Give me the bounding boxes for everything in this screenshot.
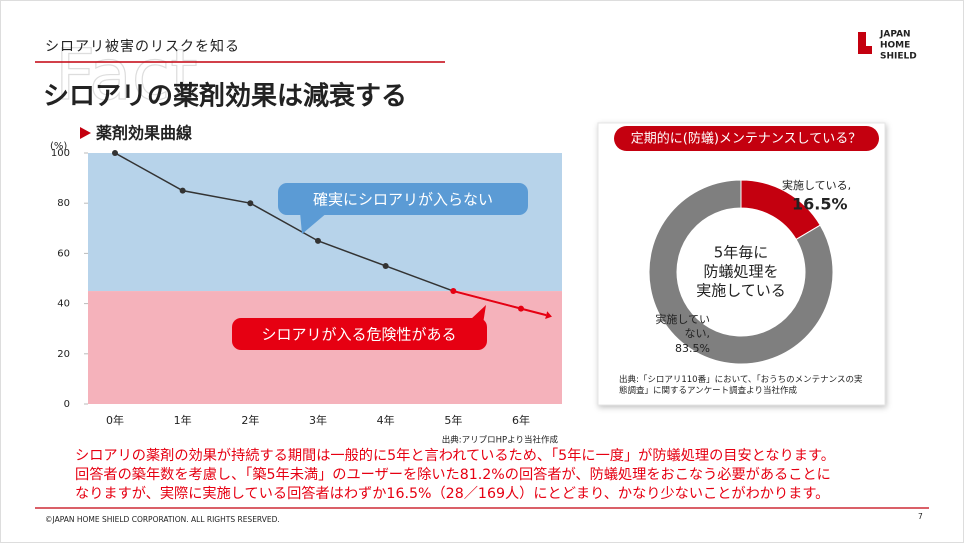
logo-text: HOME [880, 41, 910, 51]
point [112, 150, 118, 156]
x-tick-label: 0年 [106, 413, 124, 427]
donut-label: 実施している, [782, 178, 851, 192]
annotation: 確実にシロアリが入らない [313, 191, 493, 209]
x-tick-label: 1年 [174, 413, 192, 427]
y-tick-label: 80 [57, 198, 70, 209]
center-text: 防蟻処理を [703, 263, 778, 281]
x-tick-label: 4年 [377, 413, 395, 427]
chart-title: 薬剤効果曲線 [95, 124, 192, 143]
donut-title-pill [614, 126, 879, 151]
copyright: ©JAPAN HOME SHIELD CORPORATION. ALL RIGH… [45, 515, 280, 524]
logo-text: SHIELD [880, 52, 917, 62]
donut-segment [648, 179, 834, 365]
center-text: 実施している [696, 282, 786, 300]
callout [232, 318, 487, 350]
x-tick-label: 3年 [309, 413, 327, 427]
bullet [80, 127, 91, 139]
y-tick-label: 40 [57, 299, 70, 310]
y-tick-label: 0 [64, 399, 70, 410]
body-text: シロアリの薬剤の効果が持続する期間は一般的に5年と言われているため、「5年に一度… [75, 447, 835, 464]
donut-source: 出典:「シロアリ110番」において、「おうちのメンテナンスの実態調査」に関するア… [619, 375, 863, 396]
watermark: Fact [55, 34, 198, 116]
point [179, 187, 186, 194]
donut-value: 83.5% [675, 342, 710, 355]
alert-line [453, 290, 522, 310]
point [450, 288, 457, 295]
x-tick-label: 5年 [444, 413, 462, 427]
x-tick-label: 6年 [512, 413, 530, 427]
body-text: 回答者の築年数を考慮し、「築5年未満」のユーザーを除いた81.2%の回答者が、防… [75, 466, 831, 483]
title: シロアリの薬剤効果は減衰する [43, 81, 407, 112]
y-tick-label: 60 [57, 248, 70, 259]
page-number: 7 [918, 512, 923, 521]
annotation: シロアリが入る危険性がある [261, 326, 456, 344]
point [315, 237, 321, 244]
body-text: なりますが、実際に実施している回答者はわずか16.5%（28／169人）にとどま… [75, 485, 829, 502]
trend-arrowhead [545, 311, 552, 320]
center-text: 5年毎に [714, 244, 769, 262]
source: 出典:アリプロHPより当社作成 [442, 435, 559, 446]
y-tick-label: 100 [51, 148, 70, 159]
safe-zone [88, 153, 562, 292]
point [382, 262, 389, 269]
donut-value: 16.5% [792, 195, 848, 214]
trend-arrow [520, 307, 547, 317]
logo-cut [866, 26, 876, 46]
donut-label: 実施していない, [655, 313, 710, 340]
y-tick-label: 20 [57, 349, 70, 360]
donut-title: 定期的に(防蟻)メンテナンスしている？ [631, 131, 862, 147]
logo-text: JAPAN [879, 30, 911, 40]
callout [278, 183, 528, 215]
x-tick-label: 2年 [241, 413, 259, 427]
y-unit: (%) [50, 141, 67, 152]
callout-tail [300, 212, 328, 234]
category: シロアリ被害のリスクを知る [45, 38, 240, 55]
point [518, 305, 524, 312]
point [247, 200, 254, 207]
